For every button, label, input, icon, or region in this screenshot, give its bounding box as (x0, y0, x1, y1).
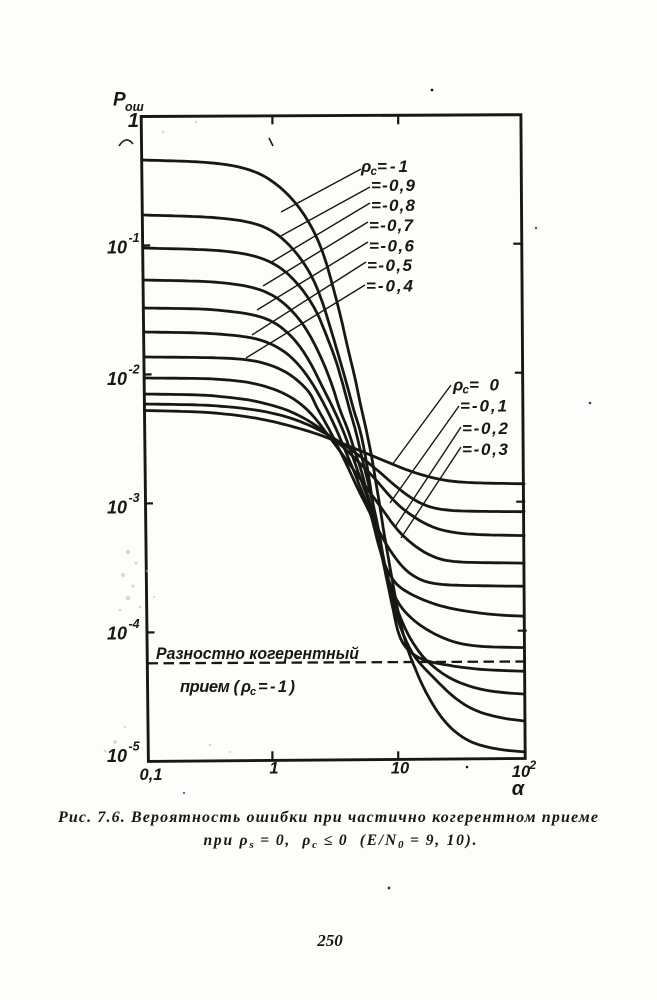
svg-text:0,1: 0,1 (140, 766, 163, 784)
svg-text:c: c (250, 686, 256, 698)
svg-text:= 0: = 0 (469, 376, 500, 395)
svg-text:10: 10 (391, 760, 410, 778)
svg-text:=-0,7: =-0,7 (369, 216, 415, 235)
svg-text:при ρs = 0, ρc ≤ 0 (E/N0 = 9: при ρs = 0, ρc ≤ 0 (E/N 0 = 9, 10). (204, 832, 477, 851)
svg-text:10: 10 (107, 746, 127, 766)
svg-text:-4: -4 (129, 617, 140, 631)
svg-text:=-0,3: =-0,3 (462, 440, 509, 459)
svg-text:=-0,5: =-0,5 (367, 256, 413, 275)
svg-text:=-0,9: =-0,9 (371, 176, 416, 195)
svg-text:=-1: =-1 (377, 157, 408, 176)
svg-text:ρ: ρ (240, 678, 251, 696)
svg-text:=-0,2: =-0,2 (462, 419, 509, 438)
svg-text:10: 10 (107, 624, 127, 644)
svg-text:-1: -1 (129, 231, 140, 245)
svg-text:-3: -3 (129, 491, 140, 505)
svg-text:-2: -2 (129, 363, 140, 377)
svg-text:Рис. 7.6. Вероятность ошибки п: Рис. 7.6. Вероятность ошибки при частичн… (57, 809, 598, 826)
svg-text:Разностно когерентный: Разностно когерентный (156, 645, 359, 663)
svg-text:Р: Р (113, 90, 126, 111)
svg-text:2: 2 (529, 758, 537, 772)
svg-text:1: 1 (269, 760, 278, 778)
svg-text:ρ: ρ (360, 157, 371, 176)
svg-text:10: 10 (107, 238, 127, 258)
svg-text:=-0,8: =-0,8 (371, 196, 416, 215)
svg-text:=-0,6: =-0,6 (369, 237, 415, 256)
svg-text:=-0,1: =-0,1 (460, 397, 507, 416)
svg-text:прием (: прием ( (180, 678, 242, 696)
svg-text:-5: -5 (129, 740, 141, 754)
svg-text:10: 10 (512, 763, 531, 781)
svg-text:ρ: ρ (452, 376, 463, 395)
svg-text:c: c (463, 385, 470, 397)
svg-text:=-0,4: =-0,4 (366, 277, 414, 296)
svg-text:10: 10 (107, 369, 127, 389)
svg-text:α: α (512, 778, 526, 800)
svg-text:250: 250 (316, 931, 343, 950)
svg-text:1: 1 (128, 110, 139, 132)
svg-text:ош: ош (125, 100, 144, 114)
svg-text:10: 10 (107, 498, 127, 518)
svg-text:c: c (371, 166, 378, 178)
